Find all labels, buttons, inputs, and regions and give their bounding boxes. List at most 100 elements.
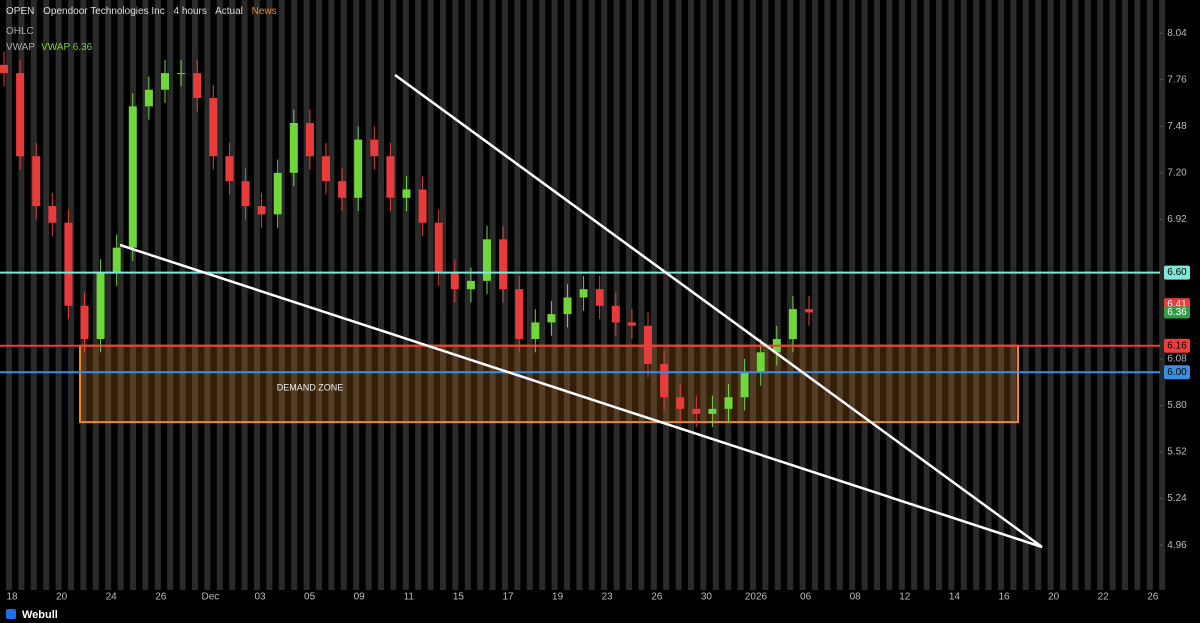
session-stripe xyxy=(1134,0,1141,590)
x-tick-label: 26 xyxy=(1147,592,1159,603)
interval[interactable]: 4 hours xyxy=(173,6,207,17)
x-tick-label: 14 xyxy=(949,592,961,603)
session-stripe xyxy=(588,0,595,590)
session-stripe xyxy=(1097,0,1104,590)
session-stripe xyxy=(229,0,236,590)
candle-body xyxy=(595,289,604,306)
session-stripe xyxy=(365,0,372,590)
x-tick-label: 06 xyxy=(800,592,812,603)
symbol: OPEN xyxy=(6,6,35,17)
candle-body xyxy=(483,239,491,281)
candle-body xyxy=(756,352,765,373)
x-tick-label: 18 xyxy=(6,592,18,603)
candle-body xyxy=(676,397,685,409)
candle-body xyxy=(144,89,153,107)
session-stripe xyxy=(1159,0,1166,590)
candle-body xyxy=(96,272,105,340)
candle-body xyxy=(724,397,733,409)
y-tick-label: 5.52 xyxy=(1167,447,1187,458)
candle-body xyxy=(788,309,797,340)
session-stripe xyxy=(1072,0,1079,590)
candle-body xyxy=(547,314,556,323)
candle-body xyxy=(193,73,202,99)
candle-body xyxy=(16,73,25,157)
x-tick-label: 12 xyxy=(899,592,911,603)
session-stripe xyxy=(688,0,694,590)
x-tick-label: 26 xyxy=(155,592,167,603)
session-stripe xyxy=(241,0,248,590)
session-stripe xyxy=(675,0,682,590)
session-stripe xyxy=(712,0,719,590)
session-stripe xyxy=(254,0,260,590)
ohlc[interactable]: OHLC xyxy=(6,26,34,37)
y-tick-label: 4.96 xyxy=(1167,540,1187,551)
candle-body xyxy=(32,156,41,207)
company: Opendoor Technologies Inc xyxy=(43,6,165,17)
session-stripe xyxy=(836,0,843,590)
session-stripe xyxy=(390,0,397,590)
logo xyxy=(6,609,16,619)
candle-body xyxy=(708,408,717,414)
session-stripe xyxy=(948,0,955,590)
x-tick-label: 08 xyxy=(850,592,862,603)
candle-body xyxy=(531,322,540,340)
y-tick-label: 8.04 xyxy=(1167,28,1187,39)
price-tag xyxy=(1164,306,1190,319)
session-stripe xyxy=(179,0,186,590)
session-stripe xyxy=(787,0,794,590)
x-tick-label: 19 xyxy=(552,592,564,603)
y-tick-label: 5.80 xyxy=(1167,400,1187,411)
candle-body xyxy=(515,289,524,340)
session-stripe xyxy=(92,0,99,590)
plot: DEMAND ZONE xyxy=(0,51,1160,428)
session-stripe xyxy=(576,0,583,590)
candle-body xyxy=(402,189,411,198)
candle-body xyxy=(627,322,636,326)
candle-body xyxy=(48,206,57,223)
candle-body xyxy=(177,73,186,75)
x-tick-label: 2026 xyxy=(745,592,768,603)
level-tag-label: 6.16 xyxy=(1167,340,1187,351)
trend-line xyxy=(119,243,1043,549)
session-stripe xyxy=(1010,0,1017,590)
candle-body xyxy=(64,222,73,306)
x-tick-label: 09 xyxy=(354,592,366,603)
session-stripe xyxy=(923,0,930,590)
candle-body xyxy=(112,247,121,273)
session-stripe xyxy=(861,0,868,590)
session-stripe xyxy=(130,0,136,590)
x-tick-label: 03 xyxy=(254,592,266,603)
candle-body xyxy=(338,181,347,198)
session-stripe xyxy=(80,0,87,590)
session-stripe xyxy=(812,0,818,590)
session-stripe xyxy=(874,0,880,590)
session-stripe xyxy=(452,0,459,590)
x-tick-label: 30 xyxy=(701,592,713,603)
y-tick-label: 5.24 xyxy=(1167,493,1187,504)
session-stripe xyxy=(886,0,893,590)
candle-body xyxy=(289,122,298,173)
price-tag-label: 6.36 xyxy=(1167,307,1187,318)
session-stripe xyxy=(378,0,384,590)
vwap-value: VWAP 6.36 xyxy=(41,42,93,53)
candle-body xyxy=(692,408,701,414)
session-stripe xyxy=(663,0,670,590)
candle-body xyxy=(354,139,363,198)
session-stripe xyxy=(700,0,707,590)
y-tick-label: 7.48 xyxy=(1167,121,1187,132)
session-stripe xyxy=(737,0,744,590)
y-tick-label: 7.76 xyxy=(1167,74,1187,85)
candle-body xyxy=(322,156,330,182)
session-stripe xyxy=(960,0,967,590)
news[interactable]: News xyxy=(251,6,277,17)
session-stripe xyxy=(526,0,533,590)
session-stripe xyxy=(626,0,632,590)
footer-bar xyxy=(0,605,1200,623)
session-stripe xyxy=(55,0,62,590)
mode[interactable]: Actual xyxy=(215,6,243,17)
session-stripe xyxy=(898,0,905,590)
candle-body xyxy=(466,280,475,290)
session-stripe xyxy=(551,0,558,590)
session-stripe xyxy=(1022,0,1029,590)
x-tick-label: 05 xyxy=(304,592,316,603)
